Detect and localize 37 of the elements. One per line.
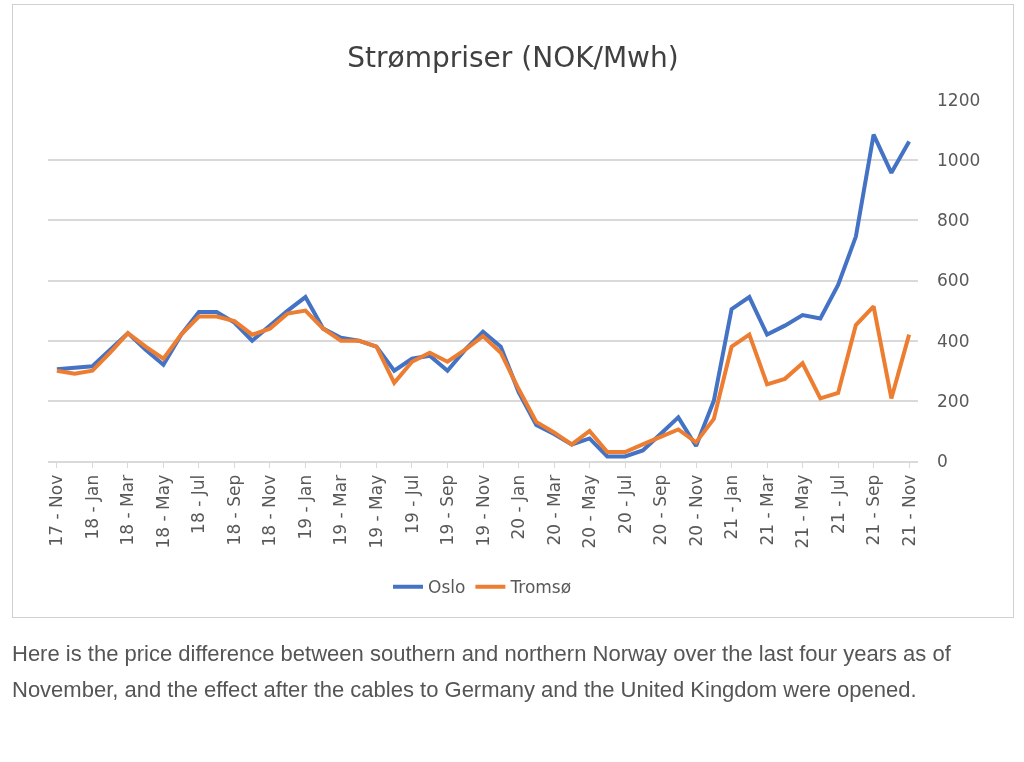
chart-title: Strømpriser (NOK/Mwh) (347, 41, 679, 75)
y-tick-label: 1000 (937, 150, 981, 171)
x-tick-label: 18 - Sep (223, 474, 244, 546)
x-tick-label: 20 - Nov (685, 474, 706, 547)
x-tick-label: 21 - Jan (721, 474, 742, 540)
x-tick-label: 19 - Jul (401, 474, 422, 534)
y-tick-label: 0 (937, 450, 948, 471)
x-tick-label: 21 - May (792, 474, 813, 549)
x-tick-label: 19 - Nov (472, 474, 493, 547)
x-tick-label: 20 - May (579, 474, 600, 549)
legend-label: Oslo (428, 577, 466, 598)
x-tick-label: 21 - Sep (863, 474, 884, 546)
legend-label: Tromsø (509, 577, 572, 598)
x-tick-label: 19 - Sep (437, 474, 458, 546)
text: Here is the price difference between southern and northern Norway over the last four years as of November, and the effect after the cables to Germany and the United Kingdom were opened. (12, 640, 952, 704)
line-series (54, 304, 912, 454)
x-tick-label: 19 - Jan (294, 474, 315, 540)
x-tick-label: 18 - May (152, 474, 173, 549)
x-tick-label: 18 - Jan (81, 474, 102, 540)
x-tick-label: 20 - Jan (508, 474, 529, 540)
x-tick-label: 18 - Mar (117, 474, 138, 546)
y-tick-label: 1200 (937, 89, 981, 110)
y-tick-label: 200 (937, 390, 970, 411)
x-tick-label: 19 - May (365, 474, 386, 549)
y-tick-label: 600 (937, 270, 970, 291)
x-tick-label: 20 - Jul (614, 474, 635, 534)
x-tick-label: 21 - Jul (827, 474, 848, 534)
x-tick-label: 20 - Mar (543, 474, 564, 546)
x-tick-label: 18 - Jul (188, 474, 209, 534)
y-tick-label: 800 (937, 210, 970, 231)
x-tick-label: 17 - Nov (46, 474, 67, 547)
x-tick-label: 18 - Nov (259, 474, 280, 547)
y-tick-label: 400 (937, 330, 970, 351)
x-tick-label: 21 - Nov (898, 474, 919, 547)
x-tick-label: 21 - Mar (756, 474, 777, 546)
x-tick-label: 19 - Mar (330, 474, 351, 546)
x-tick-label: 20 - Sep (650, 474, 671, 546)
